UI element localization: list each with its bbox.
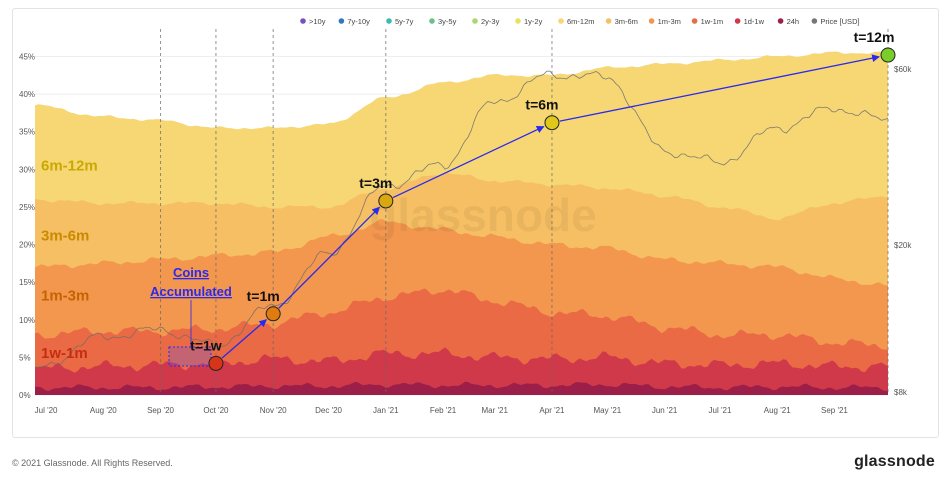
x-tick-label: Nov '20	[260, 406, 287, 415]
x-tick-label: Apr '21	[539, 406, 565, 415]
y-tick-label: 35%	[19, 128, 35, 137]
y-tick-label: 10%	[19, 316, 35, 325]
copyright-text: © 2021 Glassnode. All Rights Reserved.	[12, 458, 173, 468]
legend-swatch	[386, 18, 392, 24]
area-24h	[35, 381, 888, 395]
annotation-point	[378, 193, 394, 209]
legend-item: 6m-12m	[567, 17, 595, 26]
trajectory-arrow	[278, 206, 380, 309]
price-series	[34, 70, 889, 369]
legend-swatch	[429, 18, 435, 24]
legend-swatch	[777, 18, 784, 24]
x-axis: Jul '20 Aug '20 Sep '20 Oct '20 Nov '20 Dec '…	[35, 406, 849, 415]
trajectory-arrow	[559, 54, 880, 122]
band-labels: 6m-12m 3m-6m 1m-3m 1w-1m	[41, 158, 98, 362]
legend-swatch	[300, 18, 306, 24]
x-tick-label: May '21	[593, 406, 621, 415]
legend-item: 24h	[787, 17, 800, 26]
legend-item: Price [USD]	[820, 17, 859, 26]
callout-line1: Coins	[173, 265, 209, 280]
legend-swatch	[605, 18, 612, 24]
y-tick-label: 45%	[19, 53, 35, 62]
annotation-points: t=1w t=1m t=3m t=6m t=12m	[190, 29, 896, 371]
y-axis: 0% 5% 10% 15% 20% 25% 30% 35% 40% 45%	[19, 53, 35, 400]
accumulated-box	[168, 346, 212, 367]
x-tick-label: Jul '20	[35, 406, 58, 415]
x-tick-label: Jan '21	[373, 406, 399, 415]
watermark: glassnode	[369, 189, 597, 241]
watermark-text: glassnode	[369, 189, 597, 241]
area-1d-1w	[35, 347, 888, 395]
x-tick-label: Jul '21	[709, 406, 732, 415]
legend-item: 1w-1m	[701, 17, 724, 26]
annotation-point	[265, 306, 281, 322]
annotation-label: t=6m	[525, 97, 558, 113]
coins-accumulated-callout: Coins Accumulated	[150, 265, 232, 367]
x-tick-label: Aug '21	[764, 406, 791, 415]
legend-item: >10y	[309, 17, 326, 26]
legend-swatch	[648, 18, 655, 24]
legend-item: 3m-6m	[615, 17, 638, 26]
legend-swatch	[338, 18, 345, 24]
y-tick-label: 20%	[19, 241, 35, 250]
y-tick-label: 5%	[19, 353, 31, 362]
legend-swatch	[691, 18, 698, 24]
annotation-point	[544, 115, 560, 131]
annotation-label: t=12m	[854, 29, 895, 45]
time-markers	[160, 29, 889, 395]
x-tick-label: Sep '20	[147, 406, 174, 415]
x-tick-label: Dec '20	[315, 406, 342, 415]
y2-axis: $8k $20k $60k	[894, 65, 912, 397]
legend-swatch	[734, 18, 741, 24]
band-label-1w-1m: 1w-1m	[41, 345, 88, 362]
annotation-label: t=3m	[359, 175, 392, 191]
y-tick-label: 40%	[19, 90, 35, 99]
x-tick-label: Aug '20	[90, 406, 117, 415]
price-line	[34, 70, 889, 369]
y2-tick-label: $8k	[894, 388, 908, 397]
trajectory-arrow	[392, 125, 545, 199]
y-tick-label: 30%	[19, 165, 35, 174]
legend-item: 1m-3m	[658, 17, 681, 26]
annotation-label: t=1m	[247, 288, 280, 304]
area-series	[35, 51, 888, 395]
y2-tick-label: $60k	[894, 65, 912, 74]
x-tick-label: Oct '20	[203, 406, 229, 415]
trajectory-arrows	[221, 54, 880, 359]
y-tick-label: 15%	[19, 278, 35, 287]
legend-item: 2y-3y	[481, 17, 500, 26]
annotation-point	[208, 355, 224, 371]
band-label-3m-6m: 3m-6m	[41, 228, 89, 245]
brand-logo: glassnode	[854, 453, 935, 470]
chart-panel: >10y 7y-10y 5y-7y 3y-5y 2y-3y 1y-2y 6m-12m 3m-6…	[12, 8, 939, 438]
legend-swatch	[811, 18, 818, 24]
legend: >10y 7y-10y 5y-7y 3y-5y 2y-3y 1y-2y 6m-12m 3m-6…	[300, 17, 860, 26]
legend-item: 1d-1w	[744, 17, 765, 26]
legend-item: 5y-7y	[395, 17, 414, 26]
callout-line2: Accumulated	[150, 284, 232, 299]
x-tick-label: Mar '21	[482, 406, 509, 415]
legend-swatch	[558, 18, 564, 24]
y-tick-label: 0%	[19, 391, 31, 400]
y2-tick-label: $20k	[894, 241, 912, 250]
band-label-6m-12m: 6m-12m	[41, 158, 98, 175]
legend-swatch	[472, 18, 478, 24]
annotation-label: t=1w	[190, 337, 222, 353]
x-tick-label: Jun '21	[652, 406, 678, 415]
legend-item: 7y-10y	[347, 17, 370, 26]
legend-item: 1y-2y	[524, 17, 543, 26]
x-tick-label: Sep '21	[821, 406, 848, 415]
legend-item: 3y-5y	[438, 17, 457, 26]
trajectory-arrow	[221, 319, 267, 359]
y-tick-label: 25%	[19, 203, 35, 212]
x-tick-label: Feb '21	[430, 406, 457, 415]
annotation-point	[880, 47, 896, 63]
band-label-1m-3m: 1m-3m	[41, 288, 89, 305]
stacked-area-chart: >10y 7y-10y 5y-7y 3y-5y 2y-3y 1y-2y 6m-12m 3m-6…	[19, 17, 912, 415]
legend-swatch	[515, 18, 521, 24]
